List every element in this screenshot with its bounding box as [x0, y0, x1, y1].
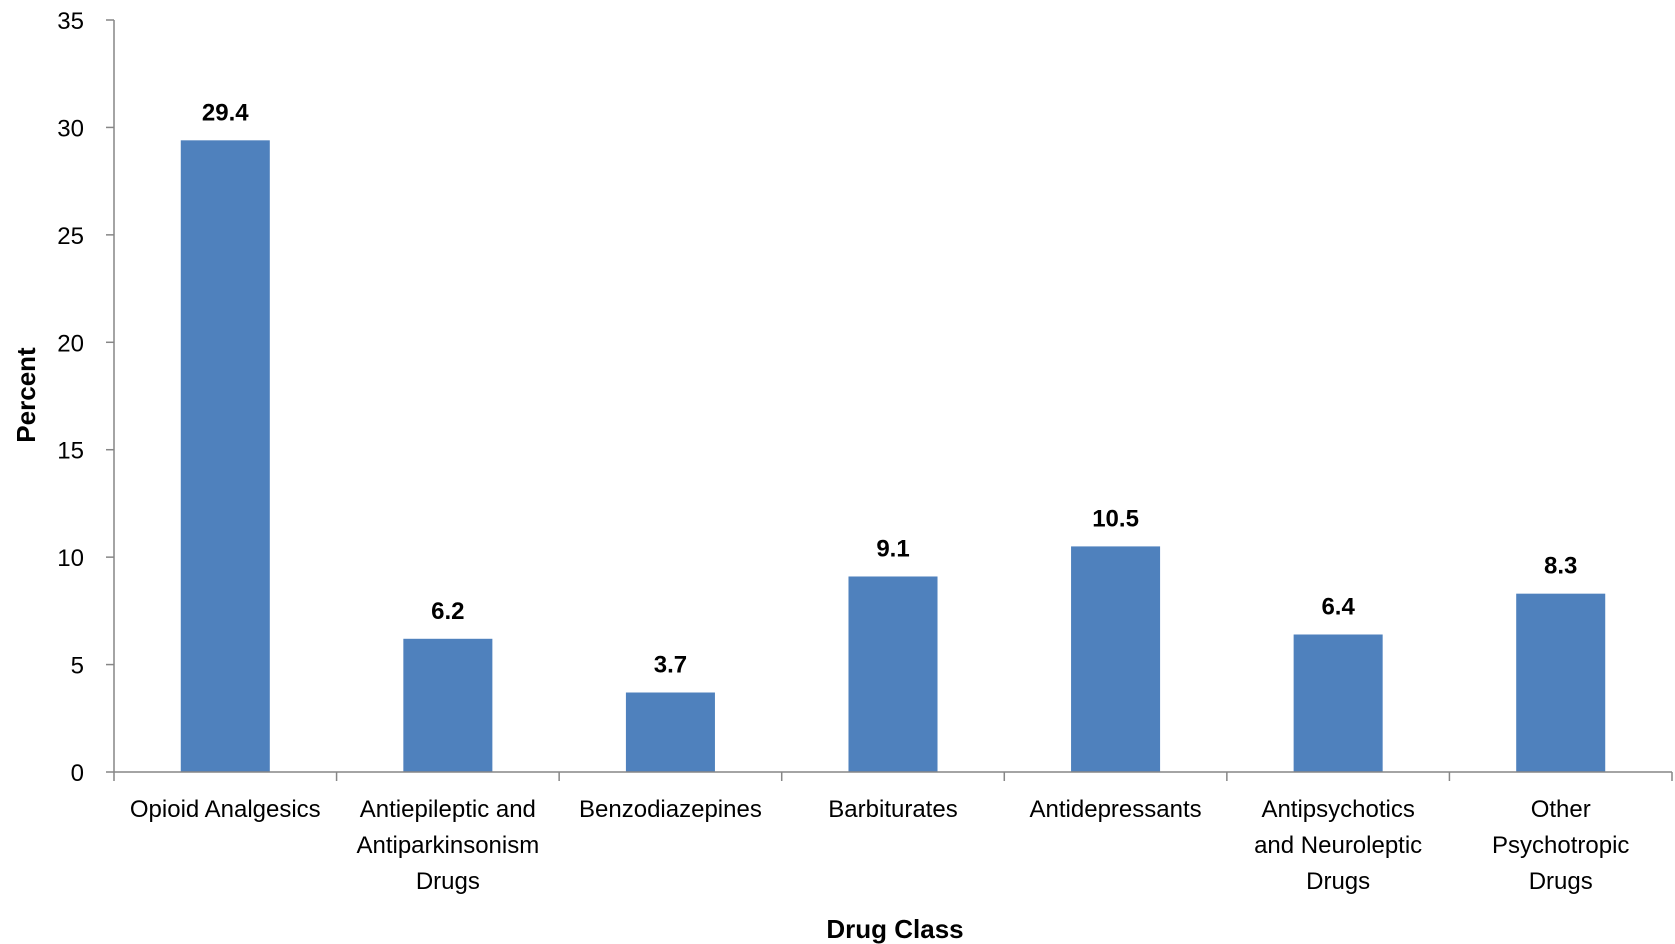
x-category-label: Benzodiazepines	[579, 796, 762, 823]
x-category-label-line: Antidepressants	[1030, 796, 1202, 823]
data-label: 29.4	[202, 99, 249, 126]
data-label: 3.7	[654, 652, 687, 679]
bar	[625, 692, 715, 772]
y-tick-label: 20	[57, 330, 84, 357]
y-tick-label: 10	[57, 545, 84, 572]
y-tick-label: 35	[57, 8, 84, 35]
data-label: 6.2	[431, 598, 464, 625]
x-axis-title: Drug Class	[826, 914, 963, 944]
x-category-label-line: Other	[1531, 796, 1591, 823]
x-category-label-line: Drugs	[1306, 868, 1370, 895]
data-labels: 29.4 6.2 3.7 9.1 10.5 6.4 8.3	[202, 99, 1577, 678]
y-tick-label: 15	[57, 438, 84, 465]
x-category-label: Barbiturates	[828, 796, 957, 823]
x-category-label-line: Barbiturates	[828, 796, 957, 823]
x-category-label: Antiepileptic and Antiparkinsonism Drugs	[356, 796, 539, 895]
x-category-label-line: Psychotropic	[1492, 832, 1629, 859]
x-category-label: Opioid Analgesics	[130, 796, 321, 823]
x-category-label-line: Drugs	[1529, 868, 1593, 895]
data-label: 10.5	[1092, 505, 1139, 532]
x-axis: Opioid Analgesics Antiepileptic and Antipa…	[113, 771, 1673, 895]
y-axis-title: Percent	[11, 347, 41, 443]
y-axis: 0 5 10 15 20 25 30 35	[57, 8, 115, 787]
bar	[1293, 634, 1383, 772]
y-tick-label: 25	[57, 223, 84, 250]
bar	[848, 576, 938, 772]
x-category-label: Other Psychotropic Drugs	[1492, 796, 1629, 895]
data-label: 6.4	[1321, 593, 1355, 620]
bar	[180, 140, 270, 772]
bar	[1516, 593, 1606, 772]
y-tick-label: 30	[57, 115, 84, 142]
x-category-label-line: Opioid Analgesics	[130, 796, 321, 823]
x-category-label-line: Benzodiazepines	[579, 796, 762, 823]
y-tick-label: 0	[71, 760, 84, 787]
x-category-label-line: Antipsychotics	[1261, 796, 1414, 823]
x-category-label: Antipsychotics and Neuroleptic Drugs	[1254, 796, 1422, 895]
bar	[1071, 546, 1161, 772]
x-category-label-line: Drugs	[416, 868, 480, 895]
bars	[180, 140, 1606, 772]
data-label: 9.1	[876, 535, 909, 562]
x-category-label-line: Antiparkinsonism	[356, 832, 539, 859]
bar	[403, 638, 493, 772]
y-tick-label: 5	[71, 653, 84, 680]
x-category-label-line: Antiepileptic and	[360, 796, 536, 823]
data-label: 8.3	[1544, 553, 1577, 580]
x-category-label: Antidepressants	[1030, 796, 1202, 823]
x-category-label-line: and Neuroleptic	[1254, 832, 1422, 859]
